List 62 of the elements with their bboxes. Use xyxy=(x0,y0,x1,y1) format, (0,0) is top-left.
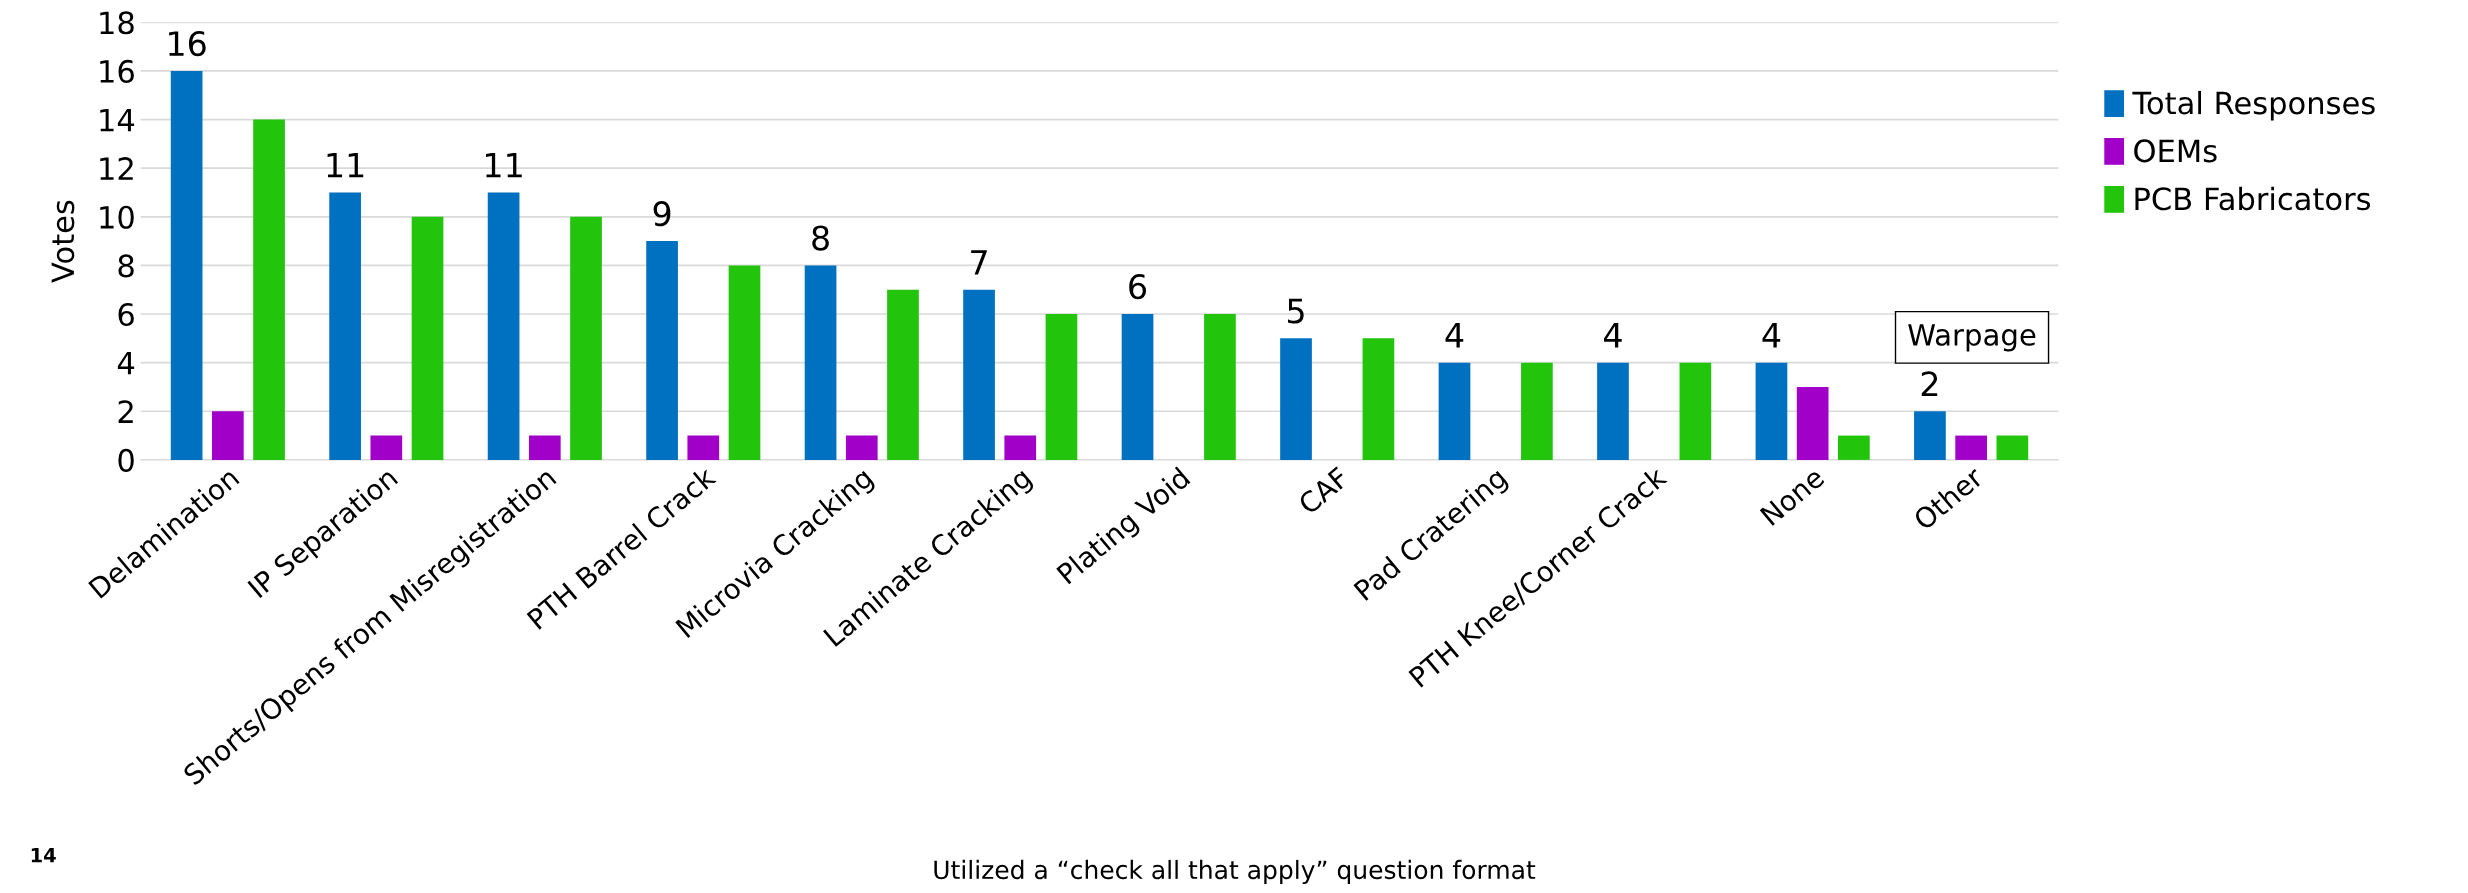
bar xyxy=(1955,435,1987,460)
bar xyxy=(211,411,244,460)
y-tick-label: 8 xyxy=(118,254,134,278)
bar xyxy=(1280,338,1312,460)
bar xyxy=(1204,314,1236,460)
bar xyxy=(687,435,720,460)
bar xyxy=(487,192,520,460)
bar xyxy=(1796,386,1829,460)
y-tick-label: 14 xyxy=(100,108,135,132)
text: 14 xyxy=(31,847,56,863)
legend-label: Total Responses xyxy=(2132,90,2375,121)
legend-label: OEMs xyxy=(2134,139,2217,163)
annotation: Warpage xyxy=(1908,324,2036,352)
bar xyxy=(1838,435,1870,460)
bar xyxy=(528,435,561,460)
bar xyxy=(728,265,761,460)
data-label: 4 xyxy=(1604,323,1622,348)
bar xyxy=(1004,435,1037,460)
y-tick-label: 12 xyxy=(100,157,133,180)
data-label: 16 xyxy=(169,30,206,57)
y-axis-title: Votes xyxy=(51,200,75,283)
y-tick-label: 16 xyxy=(100,59,134,83)
y-tick-label: 4 xyxy=(117,351,135,375)
bar xyxy=(804,265,837,460)
data-label: 4 xyxy=(1445,323,1464,348)
y-tick-label: 0 xyxy=(118,448,134,472)
data-label: 11 xyxy=(486,152,522,178)
bar xyxy=(253,119,285,460)
bar xyxy=(963,289,995,460)
data-label: 8 xyxy=(812,225,829,251)
bar xyxy=(1755,362,1788,460)
bar xyxy=(329,192,361,460)
data-label: 2 xyxy=(1921,371,1938,397)
data-label: 4 xyxy=(1762,323,1781,348)
x-tick-label: CAF xyxy=(1297,466,1350,516)
bar xyxy=(646,241,678,460)
data-label: 7 xyxy=(971,250,987,275)
bar xyxy=(1121,314,1154,460)
y-tick-label: 10 xyxy=(100,205,134,229)
legend-label: PCB Fabricators xyxy=(2135,186,2371,211)
text: Utilized a “check all that apply” question format xyxy=(934,859,1536,885)
bar xyxy=(1996,435,2029,460)
y-tick-label: 2 xyxy=(118,400,133,423)
bar xyxy=(1914,411,1946,460)
bar xyxy=(170,70,203,460)
bar xyxy=(1679,362,1712,460)
data-label: 5 xyxy=(1287,298,1304,324)
bar xyxy=(845,435,878,460)
bar xyxy=(411,216,444,460)
data-label: 11 xyxy=(327,152,364,178)
bar xyxy=(1438,362,1471,460)
bar xyxy=(887,289,919,460)
y-tick-label: 18 xyxy=(100,11,134,35)
data-label: 9 xyxy=(653,201,671,227)
bar xyxy=(1362,338,1395,460)
bar xyxy=(1597,362,1629,460)
y-tick-label: 6 xyxy=(118,302,134,327)
bar xyxy=(370,435,403,460)
bar xyxy=(570,216,602,460)
bar xyxy=(1521,362,1553,460)
data-label: 6 xyxy=(1129,274,1147,300)
bar xyxy=(1045,314,1078,460)
